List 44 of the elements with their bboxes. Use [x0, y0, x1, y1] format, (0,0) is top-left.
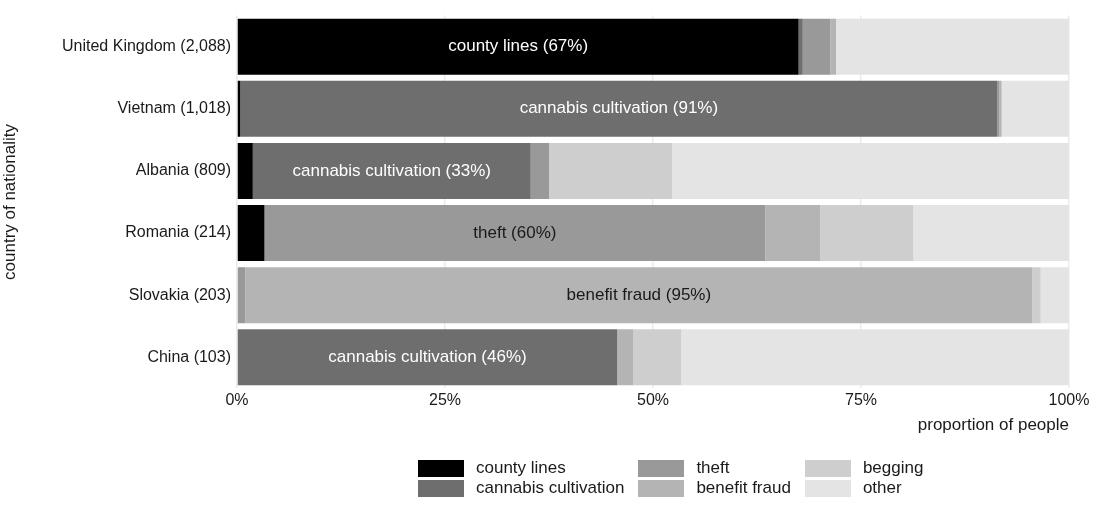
- bar: [765, 205, 821, 262]
- bar: [237, 142, 253, 199]
- data-label: theft (60%): [473, 222, 557, 242]
- bar: [820, 205, 914, 262]
- x-axis-title: proportion of people: [917, 415, 1069, 435]
- data-label: benefit fraud (95%): [566, 284, 712, 304]
- bar: [633, 329, 682, 386]
- data-label: cannabis cultivation (33%): [292, 160, 491, 180]
- y-axis-title: country of nationality: [0, 123, 19, 280]
- y-tick-label: China (103): [147, 347, 231, 365]
- data-label: cannabis cultivation (91%): [519, 98, 719, 118]
- legend-label: begging: [862, 458, 924, 478]
- x-tick-label: 25%: [428, 391, 462, 409]
- bar: [245, 267, 1033, 324]
- bar: [830, 18, 837, 75]
- y-tick-label: Vietnam (1,018): [117, 99, 231, 117]
- x-tick-label: 75%: [844, 391, 878, 409]
- bar: [530, 142, 549, 199]
- legend-label: cannabis cultivation: [476, 478, 625, 498]
- x-tick-label: 100%: [1048, 391, 1090, 409]
- bar: [240, 80, 998, 137]
- y-tick-label: United Kingdom (2,088): [62, 37, 231, 55]
- bar: [617, 329, 634, 386]
- bar: [798, 18, 803, 75]
- bar: [1032, 267, 1041, 324]
- bar: [237, 329, 618, 386]
- bar: [549, 142, 673, 199]
- legend-label: other: [862, 478, 902, 498]
- x-tick-label: 50%: [636, 391, 670, 409]
- y-tick-label: Albania (809): [135, 161, 231, 179]
- legend-label: theft: [696, 458, 730, 478]
- data-label: cannabis cultivation (46%): [328, 347, 527, 367]
- bar: [264, 205, 766, 262]
- x-tick-label: 0%: [225, 391, 249, 409]
- legend-label: county lines: [476, 458, 566, 478]
- bar: [237, 205, 265, 262]
- bar: [252, 142, 531, 199]
- bar: [237, 267, 246, 324]
- bar: [802, 18, 831, 75]
- bar: [237, 18, 799, 75]
- y-tick-label: Romania (214): [125, 223, 231, 241]
- legend-label: benefit fraud: [696, 478, 791, 498]
- data-label: county lines (67%): [448, 36, 589, 56]
- y-tick-label: Slovakia (203): [128, 285, 231, 303]
